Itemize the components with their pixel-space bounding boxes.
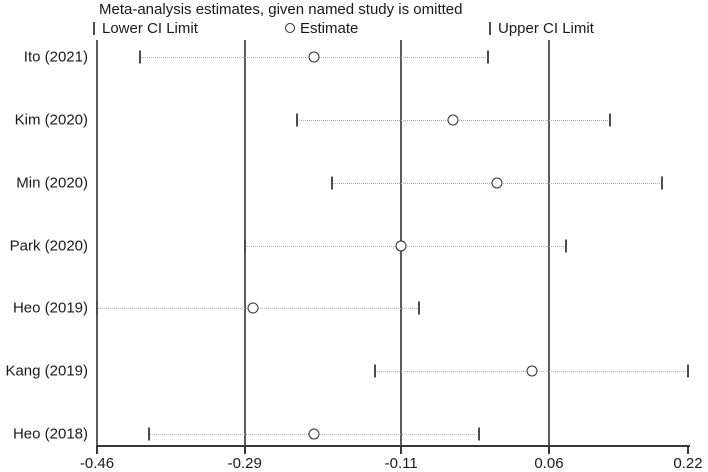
overall-reference-line [547,40,550,446]
estimate-marker [308,428,320,440]
ci-cap-lower [295,113,298,127]
x-axis-tick [547,446,550,454]
study-label: Park (2020) [9,237,88,255]
legend-label-estimate: Estimate [300,19,359,37]
ci-cap-lower [139,50,142,64]
ci-cap-lower [148,427,151,441]
ci-cap-lower [374,364,377,378]
estimate-marker [395,240,407,252]
estimate-marker [308,51,320,63]
x-axis-tick [96,446,98,454]
x-axis-tick [243,446,246,454]
upper-ci-cap-icon [489,21,491,35]
legend-label-lower-ci: Lower CI Limit [102,19,198,37]
x-axis-tick-label: 0.06 [534,455,564,472]
legend-item-estimate: Estimate [285,19,359,37]
ci-cap-upper [565,239,568,253]
x-axis-tick [400,446,403,454]
ci-cap-upper [660,176,663,190]
ci-cap-lower [330,176,333,190]
ci-cap-lower [96,301,98,315]
lower-ci-cap-icon [93,21,95,35]
study-label: Ito (2021) [23,48,88,66]
ci-cap-upper [417,301,420,315]
legend-item-upper-ci: Upper CI Limit [489,19,594,37]
study-label: Kang (2019) [5,362,88,380]
axis-frame-line [96,40,98,446]
chart-title: Meta-analysis estimates, given named stu… [99,1,463,18]
ci-cap-upper [478,427,481,441]
ci-cap-upper [487,50,490,64]
study-label: Heo (2019) [12,299,88,317]
legend-label-upper-ci: Upper CI Limit [498,19,594,37]
estimate-marker [491,177,503,189]
ci-cap-lower [243,239,246,253]
ci-cap-upper [608,113,611,127]
ci-cap-upper [687,364,689,378]
study-label: Min (2020) [16,174,88,192]
legend-item-lower-ci: Lower CI Limit [93,19,198,37]
estimate-marker [447,114,459,126]
estimate-circle-icon [285,23,295,33]
x-axis-tick-label: 0.22 [673,455,703,472]
study-label: Heo (2018) [12,425,88,443]
x-axis-line [96,445,690,447]
study-label: Kim (2020) [14,111,88,129]
estimate-marker [247,302,259,314]
estimate-marker [526,365,538,377]
x-axis-tick-label: -0.46 [79,455,115,472]
x-axis-tick [687,446,689,454]
x-axis-tick-label: -0.29 [227,455,262,472]
x-axis-tick-label: -0.11 [384,455,418,472]
